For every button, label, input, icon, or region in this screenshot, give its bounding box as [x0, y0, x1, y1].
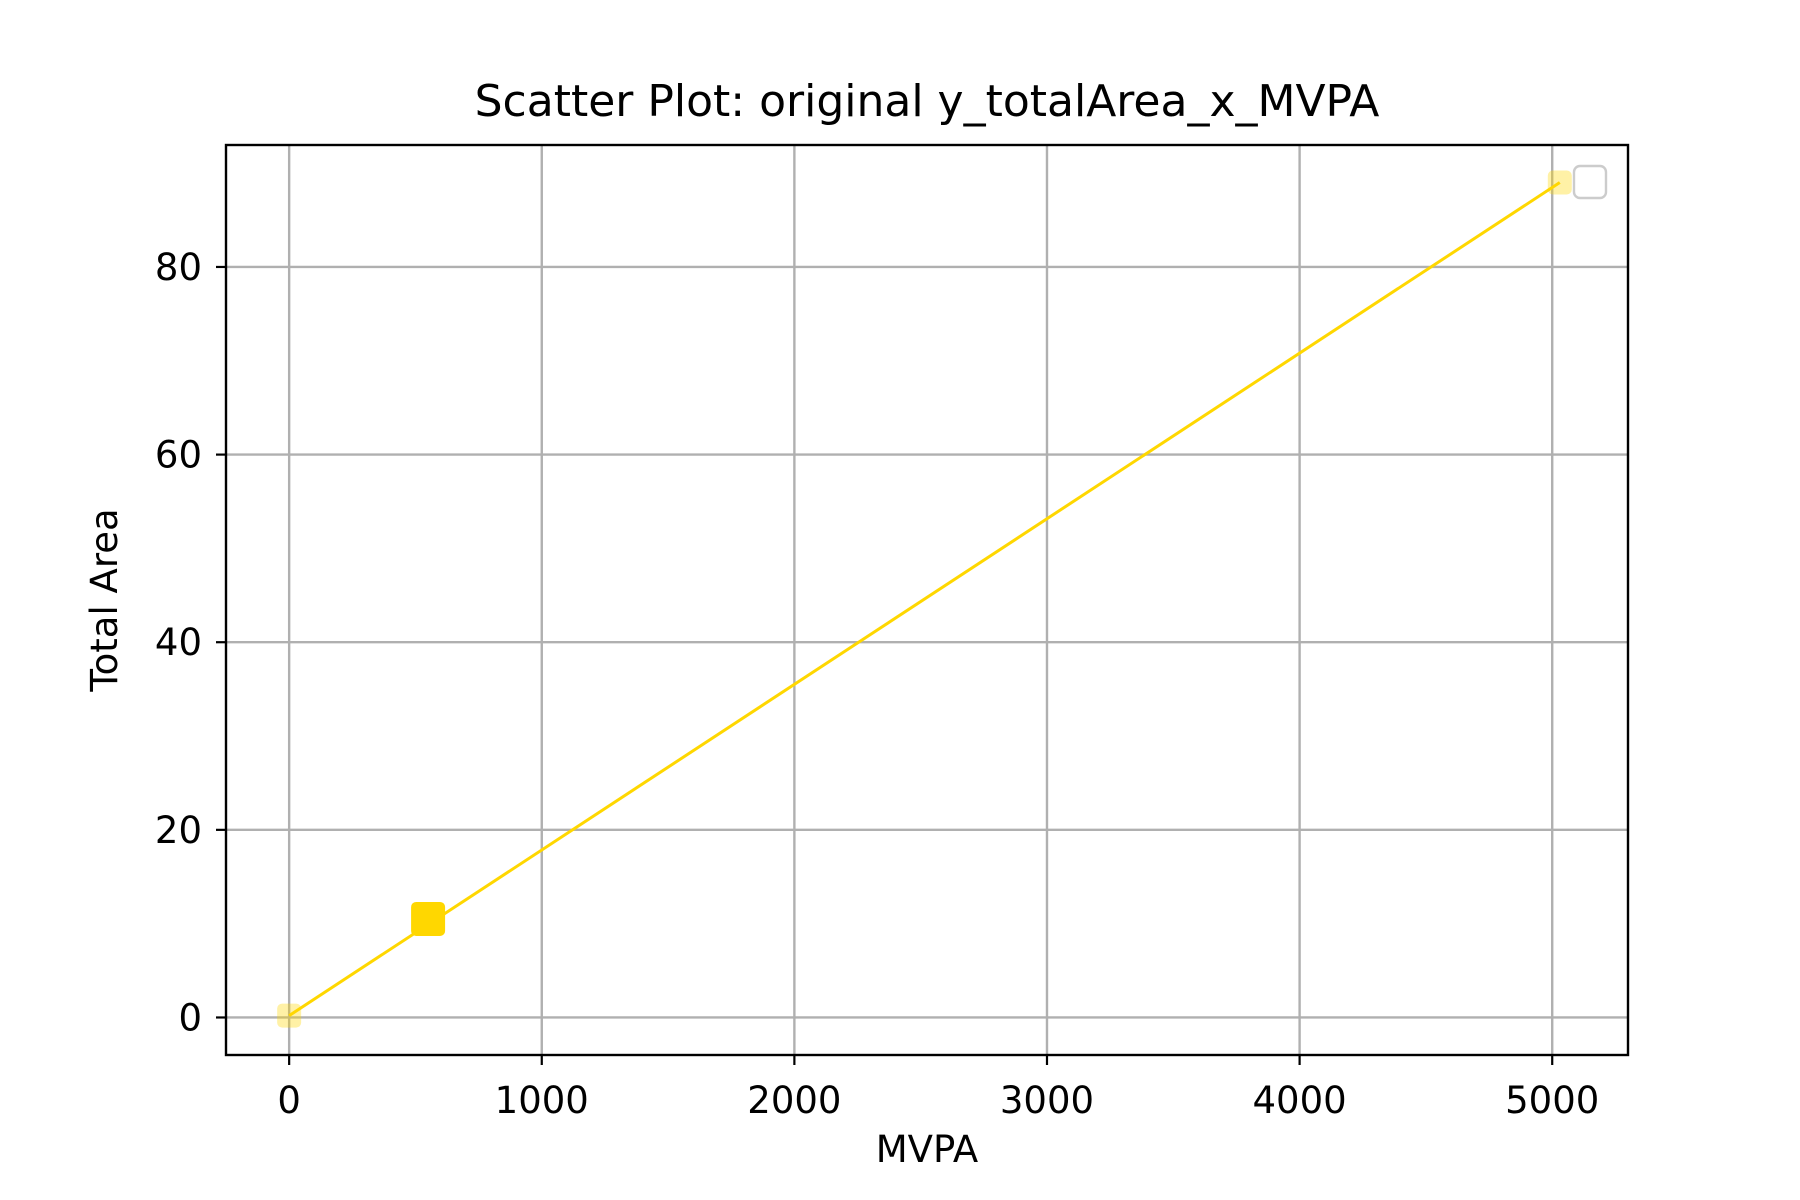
- y-tick-label: 60: [155, 434, 202, 477]
- y-tick-label: 40: [155, 621, 202, 664]
- x-tick-label: 5000: [1505, 1079, 1599, 1122]
- x-axis-label: MVPA: [876, 1128, 979, 1171]
- x-tick-label: 2000: [747, 1079, 841, 1122]
- y-axis-label: Total Area: [83, 508, 126, 692]
- x-tick-label: 0: [277, 1079, 301, 1122]
- x-tick-label: 4000: [1253, 1079, 1347, 1122]
- y-tick-label: 80: [155, 246, 202, 289]
- legend-box: [1572, 164, 1608, 200]
- chart-title: Scatter Plot: original y_totalArea_x_MVP…: [475, 76, 1380, 127]
- fit-line: [288, 181, 1561, 1017]
- x-tick-label: 1000: [495, 1079, 589, 1122]
- axes-frame: [224, 143, 1630, 1057]
- y-tick-label: 20: [155, 809, 202, 852]
- data-point: [277, 1003, 302, 1028]
- plot-area: 0 1000 2000 3000 4000 5000 0 20 40 60 80: [155, 143, 1630, 1122]
- data-point: [1547, 170, 1572, 195]
- y-tick-label: 0: [178, 996, 202, 1039]
- data-point: [411, 901, 446, 936]
- x-tick-label: 3000: [1000, 1079, 1094, 1122]
